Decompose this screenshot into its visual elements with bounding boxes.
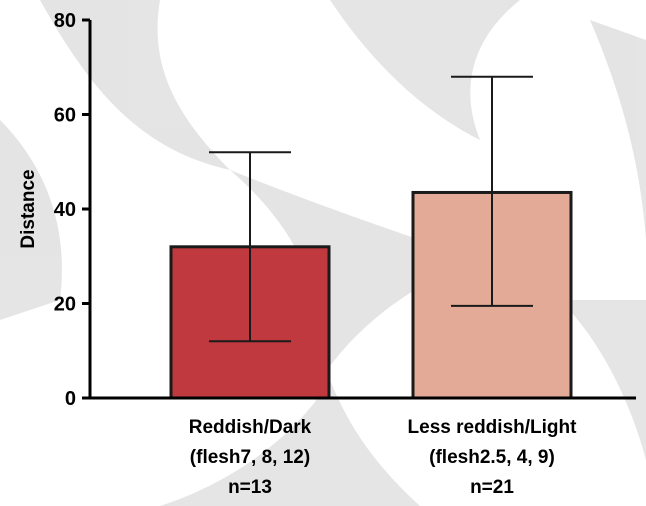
x-category-label: (flesh2.5, 4, 9) [429,447,555,468]
x-category-label: (flesh7, 8, 12) [190,447,310,468]
x-category-label: n=21 [470,477,514,498]
y-tick-label: 80 [54,10,76,32]
y-tick-label: 20 [54,294,76,316]
x-category-label: Reddish/Dark [189,417,312,438]
y-ticks: 0 20 40 60 80 [54,10,90,410]
x-category-label: n=13 [228,477,272,498]
y-tick-label: 60 [54,105,76,127]
x-category-label: Less reddish/Light [408,417,578,438]
bars-layer [169,190,573,400]
y-axis-title: Distance [18,169,39,248]
y-tick-label: 40 [54,199,76,221]
error-bars-layer [209,75,533,343]
y-tick-label: 0 [65,388,76,410]
x-category-labels: Reddish/Dark (flesh7, 8, 12) n=13 Less redd… [189,417,577,498]
